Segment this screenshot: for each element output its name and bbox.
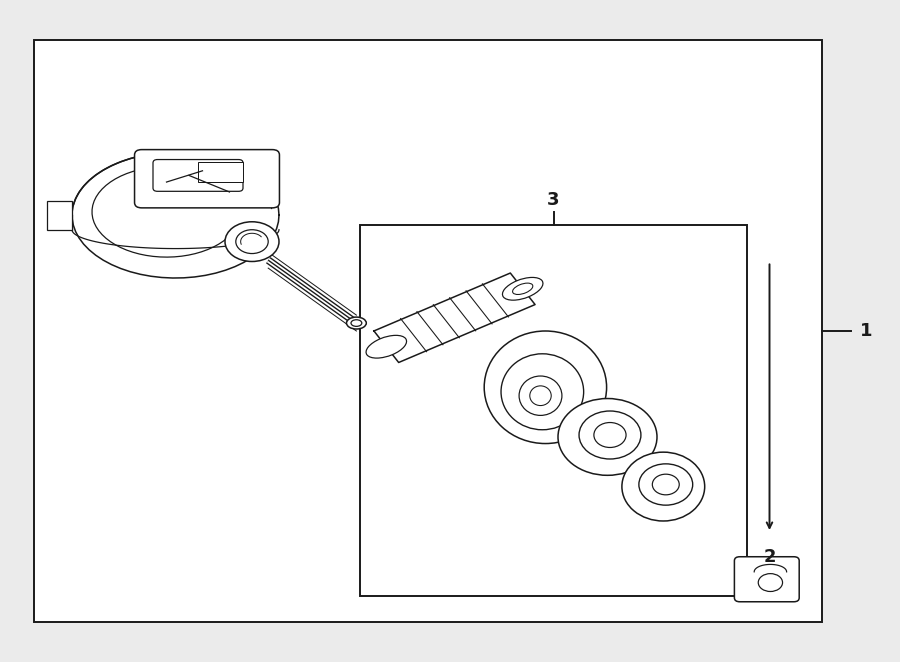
Ellipse shape [579,411,641,459]
Ellipse shape [594,422,626,448]
Ellipse shape [652,474,680,495]
Ellipse shape [351,320,362,326]
FancyBboxPatch shape [135,150,279,208]
Ellipse shape [513,283,533,295]
Text: 2: 2 [763,548,776,566]
Ellipse shape [346,317,366,329]
FancyBboxPatch shape [734,557,799,602]
Ellipse shape [558,399,657,475]
Ellipse shape [366,336,407,358]
Ellipse shape [622,452,705,521]
Ellipse shape [519,376,562,416]
Bar [47,201,72,230]
Polygon shape [374,273,536,363]
Ellipse shape [530,386,551,406]
Text: 1: 1 [860,322,872,340]
Ellipse shape [502,277,543,300]
Text: 3: 3 [547,191,560,209]
Bar [360,225,747,596]
Circle shape [236,230,268,254]
Circle shape [225,222,279,261]
FancyBboxPatch shape [153,160,243,191]
Ellipse shape [484,331,607,444]
Circle shape [758,573,782,592]
Bar [34,40,822,622]
Bar [198,162,243,182]
Ellipse shape [501,354,584,430]
Ellipse shape [639,464,693,505]
